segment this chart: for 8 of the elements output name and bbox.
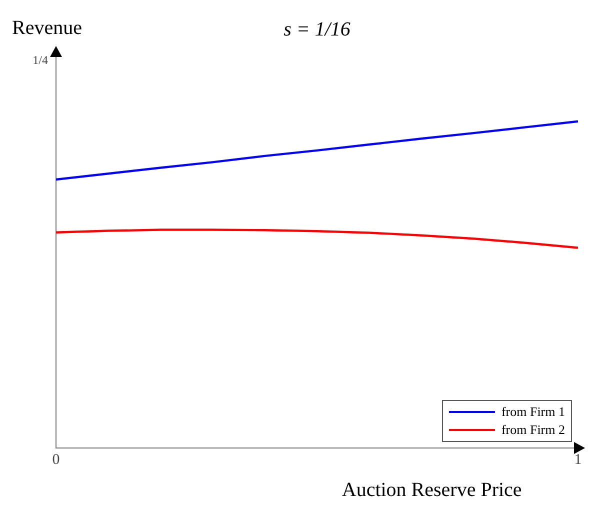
chart-title: s = 1/16 (284, 18, 350, 40)
x-axis-title: Auction Reserve Price (342, 479, 522, 501)
legend-label: from Firm 2 (501, 421, 565, 439)
y-axis-title: Revenue (12, 17, 82, 39)
legend-label: from Firm 1 (501, 403, 565, 421)
x-tick-label: 0 (52, 452, 60, 468)
x-tick-label: 1 (574, 452, 582, 468)
text: 1/4 (32, 53, 48, 67)
